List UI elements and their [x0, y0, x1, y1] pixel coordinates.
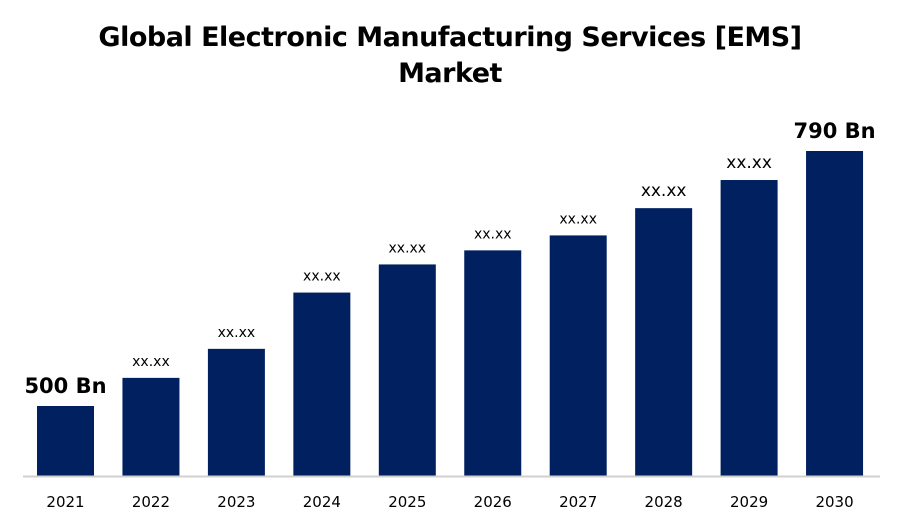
data-label-2021: 500 Bn	[24, 374, 106, 398]
bar-2029	[720, 180, 778, 476]
x-tick-label-2030: 2030	[815, 493, 853, 511]
chart-title: Global Electronic Manufacturing Services…	[0, 20, 900, 92]
data-label-2025: xx.xx	[389, 240, 427, 256]
bar-2028	[635, 208, 693, 477]
x-tick-label-2024: 2024	[303, 493, 341, 511]
data-label-2023: xx.xx	[218, 325, 256, 341]
x-tick-label-2022: 2022	[132, 493, 170, 511]
data-label-2022: xx.xx	[132, 354, 170, 370]
chart-title-line-1: Global Electronic Manufacturing Services…	[98, 22, 802, 53]
bar-2023	[207, 348, 265, 476]
x-tick-label-2023: 2023	[217, 493, 255, 511]
chart-title-line-2: Market	[398, 58, 502, 89]
x-tick-label-2029: 2029	[730, 493, 768, 511]
x-tick-label-2026: 2026	[474, 493, 512, 511]
data-label-2027: xx.xx	[559, 211, 597, 227]
x-tick-label-2025: 2025	[388, 493, 426, 511]
data-label-2029: xx.xx	[726, 153, 772, 173]
data-label-2028: xx.xx	[641, 181, 687, 201]
bar-2024	[293, 292, 351, 476]
data-label-2024: xx.xx	[303, 269, 341, 285]
bar-2027	[549, 235, 607, 476]
bar-2030	[806, 151, 864, 476]
data-label-2026: xx.xx	[474, 226, 512, 242]
bar-2022	[122, 377, 180, 476]
bar-2025	[378, 264, 436, 476]
bar-2026	[464, 250, 522, 476]
x-tick-label-2027: 2027	[559, 493, 597, 511]
bar-2021	[37, 406, 94, 476]
data-label-2030: 790 Bn	[793, 119, 875, 143]
x-tick-label-2028: 2028	[645, 493, 683, 511]
x-tick-label-2021: 2021	[46, 493, 84, 511]
